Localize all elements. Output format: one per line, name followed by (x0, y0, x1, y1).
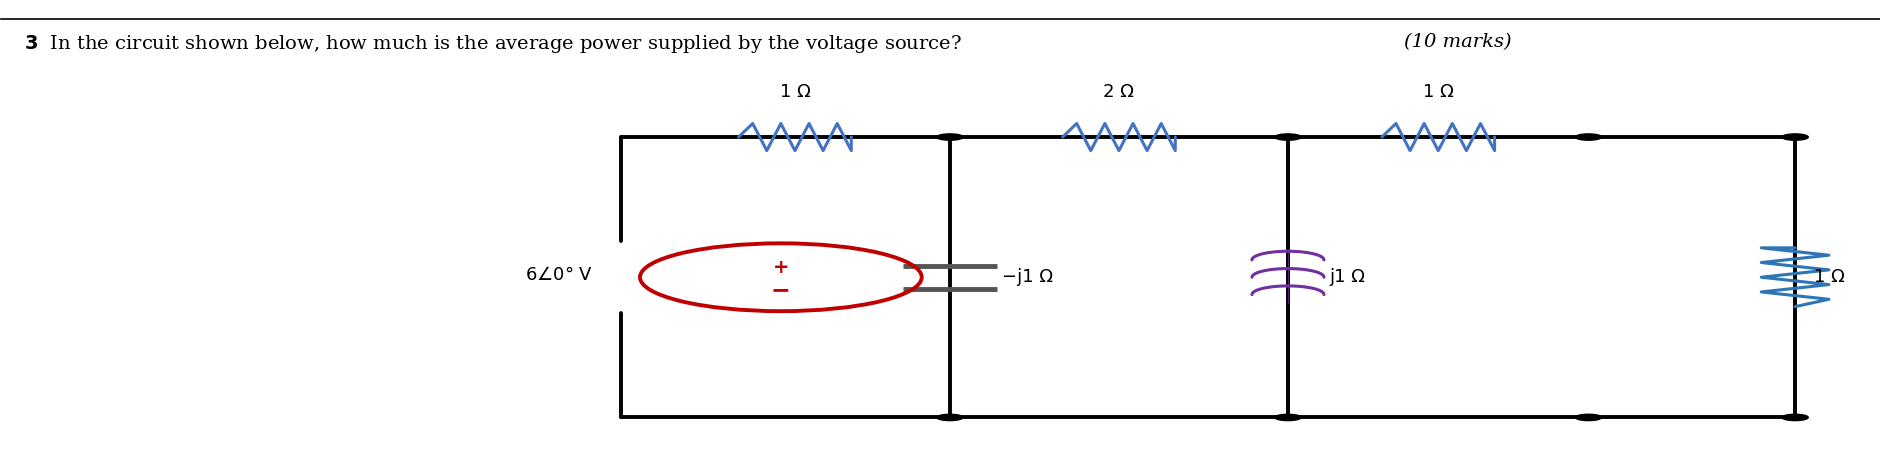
Circle shape (936, 414, 963, 420)
Text: −j1 Ω: −j1 Ω (1002, 268, 1053, 286)
Text: −: − (771, 278, 790, 302)
Text: (10 marks): (10 marks) (1404, 33, 1512, 51)
Circle shape (1575, 414, 1600, 420)
Circle shape (936, 134, 963, 140)
Text: 6$\angle$0° V: 6$\angle$0° V (525, 266, 592, 284)
Text: j1 Ω: j1 Ω (1329, 268, 1365, 286)
Text: 1 Ω: 1 Ω (1812, 268, 1844, 286)
Circle shape (1275, 414, 1301, 420)
Text: 2 Ω: 2 Ω (1104, 83, 1134, 101)
Text: +: + (773, 258, 790, 277)
Circle shape (1780, 414, 1807, 420)
Circle shape (1275, 134, 1301, 140)
Circle shape (1780, 134, 1807, 140)
Text: 1 Ω: 1 Ω (778, 83, 810, 101)
Circle shape (1575, 134, 1600, 140)
Text: 1 Ω: 1 Ω (1421, 83, 1453, 101)
Text: $\mathbf{3}$  In the circuit shown below, how much is the average power supplied: $\mathbf{3}$ In the circuit shown below,… (24, 33, 961, 55)
